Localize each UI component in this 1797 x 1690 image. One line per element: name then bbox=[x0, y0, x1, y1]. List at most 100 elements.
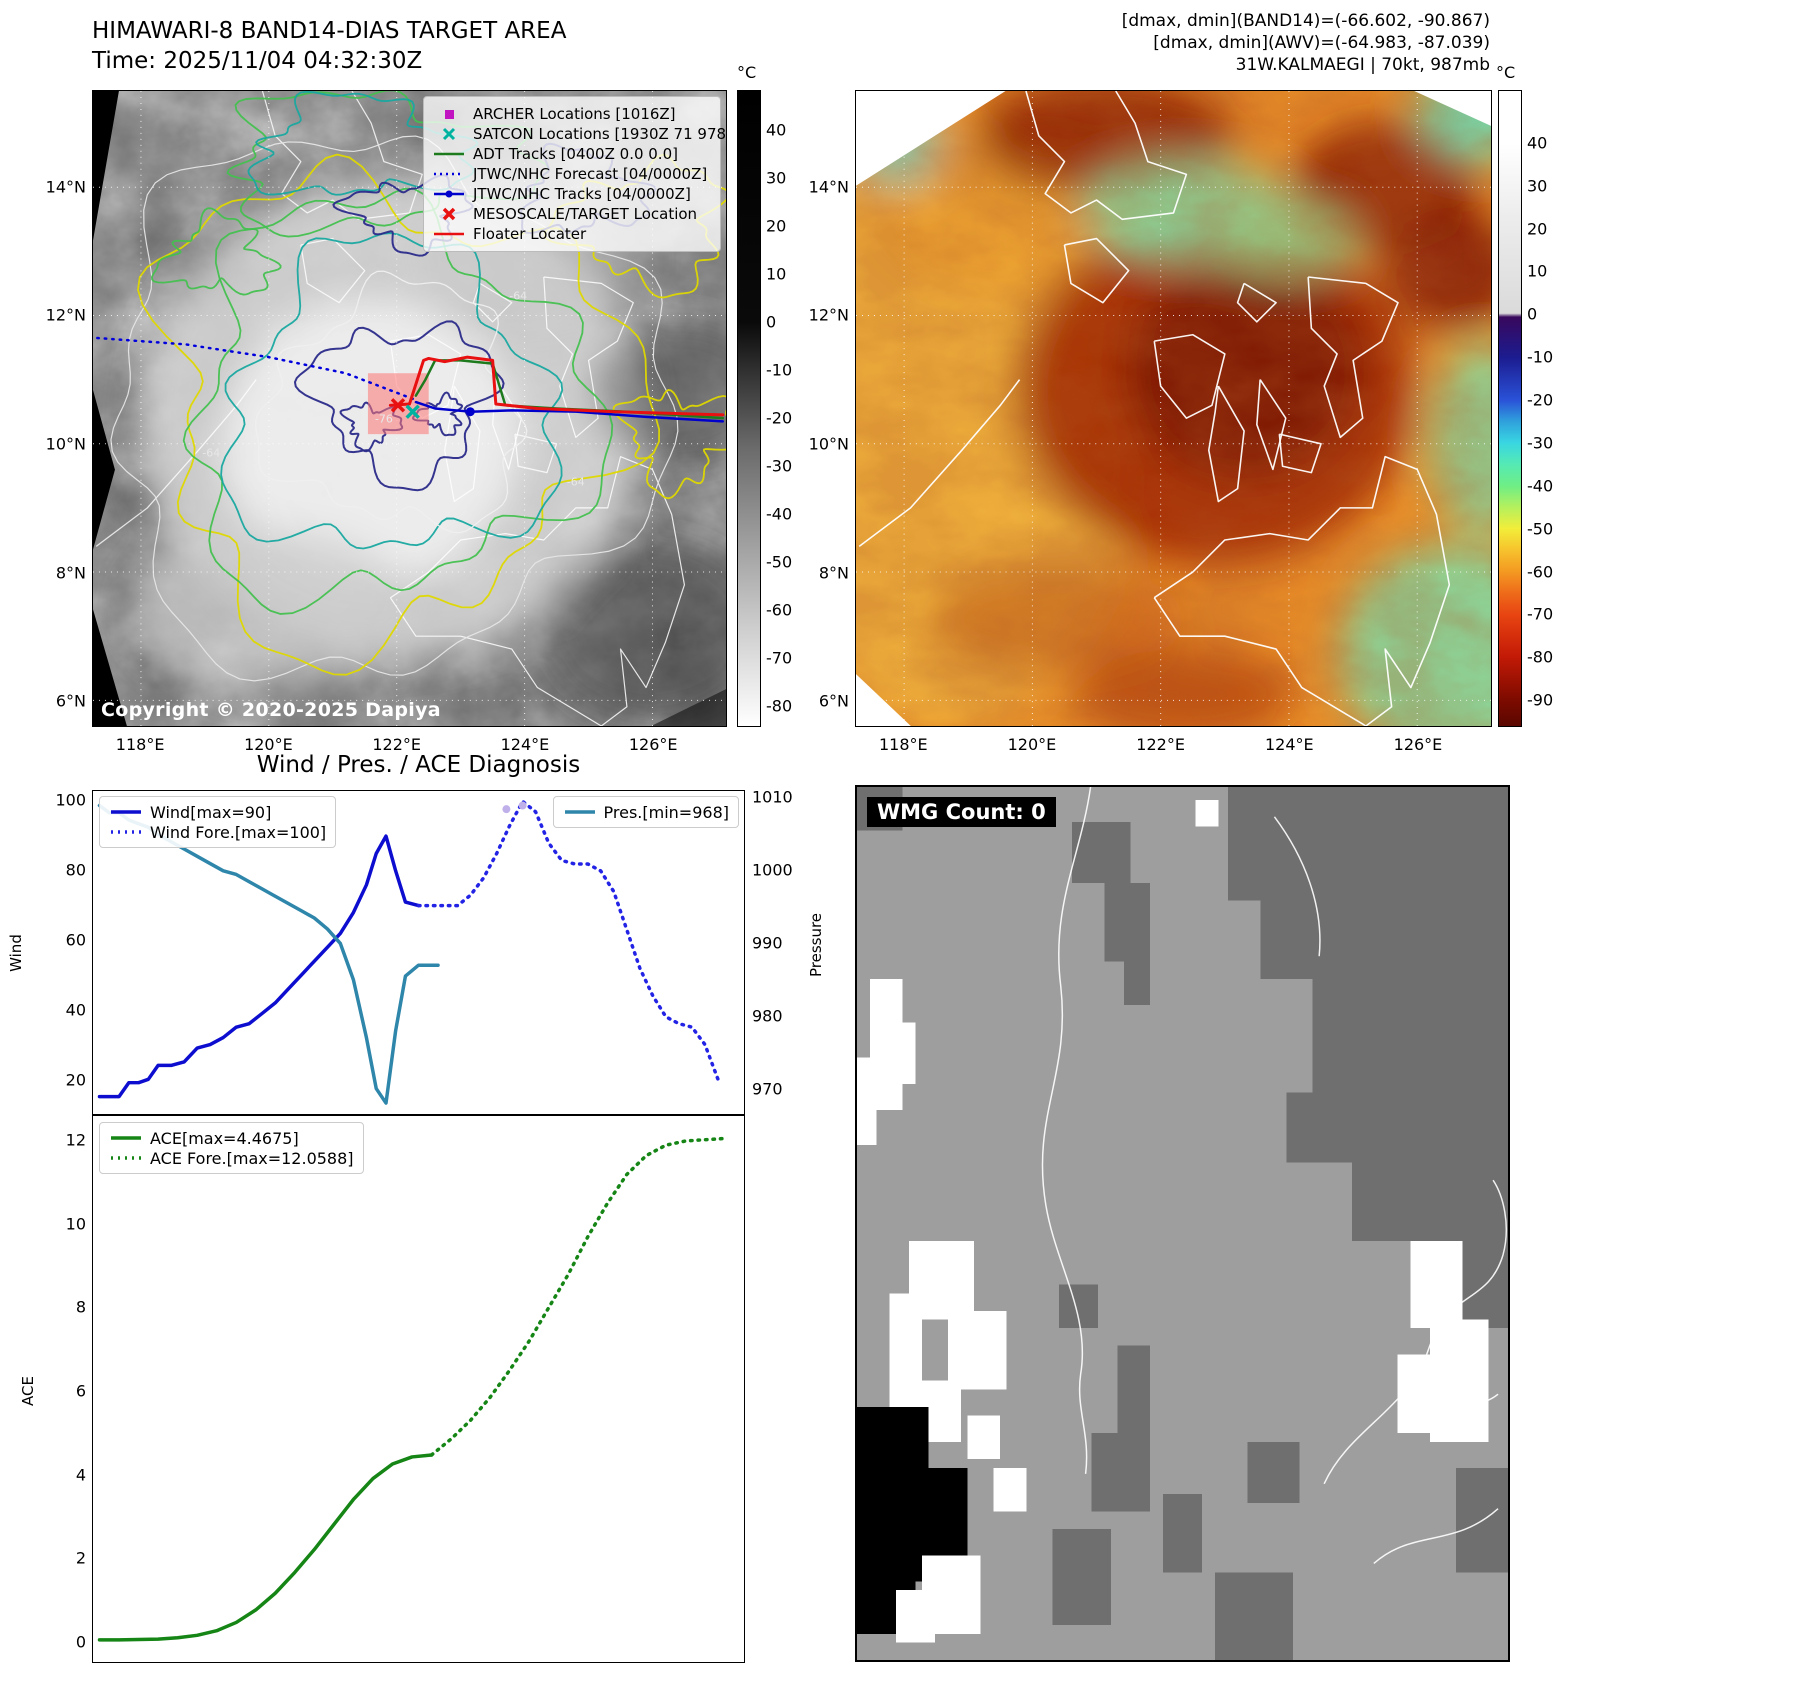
wmg-cell bbox=[922, 1380, 962, 1442]
tick-label: 122°E bbox=[1136, 735, 1185, 754]
contour-line bbox=[612, 389, 726, 500]
tick-label: 120°E bbox=[1007, 735, 1057, 754]
tick-label: 20 bbox=[65, 1070, 86, 1090]
tick-label: 6 bbox=[75, 1381, 86, 1401]
tick-label: 1010 bbox=[752, 787, 793, 807]
tick-label: 122°E bbox=[372, 735, 421, 754]
legend-label: Wind Fore.[max=100] bbox=[150, 822, 327, 842]
tick-label: 20 bbox=[1527, 219, 1548, 239]
wmg-cell bbox=[1215, 1572, 1294, 1660]
series-line bbox=[97, 1453, 434, 1642]
series-line bbox=[97, 834, 421, 1099]
coastline bbox=[514, 433, 558, 474]
legend-label: Wind[max=90] bbox=[150, 802, 272, 822]
archer-square-icon bbox=[445, 110, 454, 119]
legend-label: JTWC/NHC Forecast [04/0000Z] bbox=[473, 165, 708, 183]
awv-lat-axis: 14°N 12°N 10°N 8°N 6°N bbox=[799, 90, 849, 727]
band14-colorbar-unit: °C bbox=[737, 63, 757, 82]
coastline bbox=[1025, 91, 1188, 221]
coastline bbox=[1278, 433, 1322, 474]
tick-label: -80 bbox=[766, 696, 793, 716]
wmg-grid-image bbox=[857, 787, 1508, 1660]
legend-item-wind-forecast: Wind Fore.[max=100] bbox=[109, 822, 326, 842]
wmg-cell bbox=[1247, 1441, 1300, 1503]
coastline bbox=[261, 91, 423, 220]
series-line bbox=[414, 400, 725, 423]
wmg-cell bbox=[1162, 1494, 1202, 1573]
coastline bbox=[95, 379, 257, 547]
legend-item-archer: ARCHER Locations [1016Z] bbox=[432, 104, 712, 124]
tick-label: 1000 bbox=[752, 860, 793, 880]
ace-legend-box: ACE[max=4.4675] ACE Fore.[max=12.0588] bbox=[99, 1122, 364, 1174]
tick-label: 6°N bbox=[55, 691, 86, 711]
tick-label: -10 bbox=[766, 360, 793, 380]
wmg-cell bbox=[1195, 800, 1219, 827]
scene-edge bbox=[93, 390, 115, 550]
coastline bbox=[1373, 1508, 1499, 1565]
contour-label: -64 bbox=[509, 289, 527, 302]
mesoscale-x-icon bbox=[442, 207, 456, 221]
legend-item-satcon: SATCON Locations [1930Z 71 978] bbox=[432, 124, 726, 144]
tick-label: 8°N bbox=[55, 563, 86, 583]
coastline bbox=[1063, 237, 1130, 304]
wmg-cell bbox=[896, 1022, 916, 1084]
tick-label: 124°E bbox=[1264, 735, 1314, 754]
awv-info-block: [dmax, dmin](BAND14)=(-66.602, -90.867) … bbox=[1000, 10, 1490, 76]
tick-label: -40 bbox=[1527, 476, 1554, 496]
satcon-x-icon bbox=[442, 127, 456, 141]
wmg-cell bbox=[1058, 1284, 1098, 1329]
marker-x bbox=[405, 404, 420, 419]
tick-label: -10 bbox=[1527, 347, 1554, 367]
tick-label: 20 bbox=[766, 216, 787, 236]
tick-label: -30 bbox=[766, 456, 793, 476]
legend-label: Pres.[min=968] bbox=[603, 802, 729, 822]
tick-label: 10 bbox=[766, 264, 787, 284]
tick-label: 124°E bbox=[500, 735, 550, 754]
wmg-cell bbox=[1052, 1529, 1111, 1626]
band14-lon-axis: 118°E 120°E 122°E 124°E 126°E bbox=[92, 733, 727, 755]
ace-axis-label: ACE bbox=[19, 1376, 37, 1406]
coastline bbox=[1323, 1179, 1507, 1485]
tick-label: 6°N bbox=[818, 691, 849, 711]
coastline bbox=[1307, 276, 1399, 439]
tick-label: 80 bbox=[65, 860, 86, 880]
series-line bbox=[429, 1136, 727, 1457]
coastline bbox=[1413, 1393, 1499, 1425]
tick-label: 12 bbox=[65, 1130, 86, 1150]
tick-label: 4 bbox=[75, 1465, 86, 1485]
pressure-line-icon bbox=[564, 810, 595, 814]
marker-dot bbox=[465, 407, 475, 417]
pressure-axis-ticks: 1010 1000 990 980 970 bbox=[752, 787, 798, 1115]
wmg-cell bbox=[896, 1590, 936, 1643]
band14-colorbar-ticks: 40 30 20 10 0 -10 -20 -30 -40 -50 -60 -70 -80 bbox=[766, 90, 810, 727]
awv-map-plot bbox=[855, 90, 1492, 727]
wmg-map-plot: WMG Count: 0 bbox=[855, 785, 1510, 1662]
awv-colorbar-ticks: 40 30 20 10 0 -10 -20 -30 -40 -50 -60 -70 -80 -90 bbox=[1527, 90, 1573, 727]
contour-label: -76 bbox=[375, 413, 393, 426]
coastline bbox=[389, 597, 602, 726]
wmg-cell bbox=[1091, 1433, 1150, 1512]
wmg-cell bbox=[889, 1293, 923, 1407]
contour-line bbox=[293, 320, 505, 492]
track-line-dot-icon bbox=[434, 190, 464, 198]
coastline bbox=[1153, 333, 1226, 419]
tick-label: 990 bbox=[752, 933, 783, 953]
wmg-count-label: WMG Count: 0 bbox=[867, 797, 1056, 827]
band14-colorbar bbox=[737, 90, 761, 727]
tick-label: 100 bbox=[55, 790, 86, 810]
tick-label: -60 bbox=[766, 600, 793, 620]
awv-colorbar bbox=[1498, 90, 1522, 727]
wmg-cell bbox=[1104, 883, 1150, 962]
tick-label: -70 bbox=[766, 648, 793, 668]
contour-label: -64 bbox=[567, 475, 585, 488]
tick-label: -50 bbox=[766, 552, 793, 572]
tick-label: 40 bbox=[65, 1000, 86, 1020]
tick-label: 980 bbox=[752, 1006, 783, 1026]
contour-line bbox=[255, 270, 528, 534]
diagnosis-title: Wind / Pres. / ACE Diagnosis bbox=[256, 752, 581, 778]
pressure-legend-box: Pres.[min=968] bbox=[552, 796, 739, 828]
legend-item-wind: Wind[max=90] bbox=[109, 802, 326, 822]
coastline bbox=[1207, 385, 1245, 503]
tick-label: 8°N bbox=[818, 563, 849, 583]
wmg-cell bbox=[1286, 1092, 1508, 1163]
